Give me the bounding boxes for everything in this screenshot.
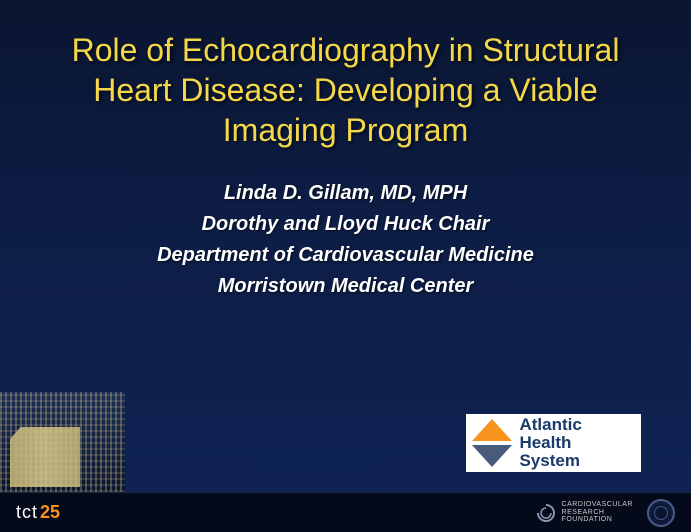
author-name: Linda D. Gillam, MD, MPH: [224, 182, 467, 205]
tct-logo: tct 25: [16, 502, 60, 523]
ahs-triangle-icon: [472, 419, 511, 467]
author-institution: Morristown Medical Center: [218, 275, 474, 298]
circular-seal-icon: [647, 499, 675, 527]
crf-swirl-icon: [536, 503, 556, 523]
crf-line3: FOUNDATION: [562, 516, 633, 524]
slide-title: Role of Echocardiography in Structural H…: [66, 30, 626, 150]
atlantic-health-system-logo: Atlantic Health System: [466, 414, 641, 472]
hospital-building-photo: [0, 392, 125, 492]
ahs-line2: Health System: [519, 434, 635, 470]
slide-footer: tct 25 CARDIOVASCULAR RESEARCH FOUNDATIO…: [0, 492, 691, 532]
author-department: Department of Cardiovascular Medicine: [157, 244, 534, 267]
ahs-logo-text: Atlantic Health System: [519, 416, 635, 470]
crf-logo: CARDIOVASCULAR RESEARCH FOUNDATION: [536, 501, 633, 524]
crf-line1: CARDIOVASCULAR: [562, 501, 633, 509]
crf-line2: RESEARCH: [562, 509, 633, 517]
ahs-line1: Atlantic: [519, 416, 635, 434]
crf-text: CARDIOVASCULAR RESEARCH FOUNDATION: [562, 501, 633, 524]
presentation-slide: Role of Echocardiography in Structural H…: [0, 0, 691, 532]
author-block: Linda D. Gillam, MD, MPH Dorothy and Llo…: [157, 182, 534, 298]
tct-number: 25: [40, 502, 60, 523]
author-chair: Dorothy and Lloyd Huck Chair: [202, 213, 490, 236]
tct-text: tct: [16, 502, 38, 523]
footer-right-logos: CARDIOVASCULAR RESEARCH FOUNDATION: [536, 499, 675, 527]
